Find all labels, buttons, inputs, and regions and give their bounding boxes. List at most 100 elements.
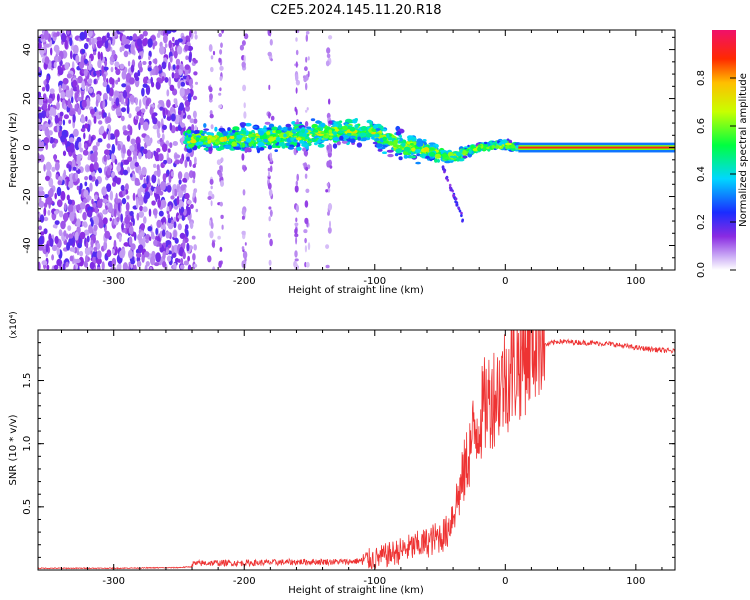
noise-blob (194, 156, 197, 164)
noise-blob (143, 177, 146, 185)
noise-blob (87, 78, 93, 85)
noise-blob (270, 58, 273, 62)
noise-blob (97, 138, 103, 143)
noise-blob (138, 55, 142, 60)
signal-blob (272, 130, 277, 134)
noise-blob (192, 95, 198, 101)
noise-blob (123, 159, 130, 165)
noise-blob (88, 134, 92, 144)
noise-blob (161, 76, 165, 82)
noise-blob (111, 257, 117, 267)
noise-blob (184, 192, 190, 200)
noise-blob (211, 241, 216, 248)
noise-blob (142, 30, 148, 37)
signal-blob (218, 132, 223, 138)
noise-blob (304, 245, 307, 253)
signal-blob (399, 137, 403, 142)
noise-blob (129, 210, 134, 217)
noise-blob (125, 202, 130, 212)
signal-blob (395, 148, 403, 154)
noise-blob (122, 89, 128, 99)
noise-blob (104, 149, 110, 156)
noise-blob (64, 202, 67, 211)
signal-blob (267, 137, 275, 142)
noise-blob (154, 151, 159, 162)
noise-blob (51, 254, 54, 261)
noise-blob (139, 205, 144, 212)
noise-blob (153, 66, 156, 76)
noise-blob (53, 44, 60, 53)
noise-blob (172, 141, 178, 146)
noise-blob (144, 191, 151, 200)
noise-blob (241, 153, 245, 161)
noise-blob (156, 219, 162, 228)
noise-blob (166, 206, 170, 212)
noise-blob (85, 85, 89, 92)
noise-blob (156, 148, 161, 153)
noise-blob (84, 181, 88, 187)
noise-blob (45, 175, 50, 181)
noise-blob (180, 137, 184, 145)
noise-blob (146, 139, 152, 147)
noise-blob (102, 132, 107, 140)
noise-blob (70, 87, 74, 98)
noise-blob (184, 44, 189, 52)
noise-blob (155, 81, 161, 90)
noise-blob (54, 114, 59, 124)
noise-blob (46, 75, 50, 84)
signal-blob (332, 143, 338, 149)
signal-blob (462, 155, 468, 159)
noise-blob (38, 97, 44, 106)
noise-blob (158, 210, 164, 217)
noise-blob (86, 235, 90, 243)
noise-blob (296, 173, 300, 182)
signal-blob (382, 151, 387, 154)
snr-y-multiplier: (x10⁴) (9, 311, 19, 338)
noise-blob (148, 55, 151, 61)
noise-blob (295, 87, 298, 94)
noise-blob (103, 154, 107, 162)
signal-blob (320, 122, 326, 128)
noise-blob (207, 255, 212, 263)
noise-blob (325, 244, 330, 250)
noise-blob (152, 208, 158, 216)
signal-blob (338, 124, 342, 129)
signal-blob (422, 139, 427, 142)
noise-blob (74, 258, 81, 264)
signal-blob (287, 146, 295, 150)
noise-blob (165, 249, 170, 254)
y-tick-label: 1.5 (22, 373, 33, 389)
noise-blob (149, 191, 153, 196)
noise-blob (102, 66, 109, 71)
noise-blob (244, 242, 247, 246)
noise-blob (152, 43, 155, 50)
noise-blob (67, 98, 71, 108)
noise-blob (111, 78, 115, 85)
noise-blob (66, 176, 69, 187)
noise-blob (125, 222, 130, 229)
noise-blob (219, 246, 223, 252)
noise-blob (179, 87, 185, 97)
noise-blob (43, 216, 49, 222)
noise-blob (114, 158, 118, 165)
noise-blob (72, 114, 76, 123)
noise-blob (194, 196, 197, 204)
noise-blob (108, 95, 112, 101)
noise-blob (163, 34, 168, 44)
signal-blob (315, 120, 321, 124)
noise-blob (68, 233, 74, 239)
noise-blob (66, 194, 70, 201)
noise-blob (176, 45, 183, 55)
signal-blob (510, 144, 516, 149)
noise-blob (47, 209, 51, 216)
noise-blob (45, 83, 50, 92)
noise-blob (77, 75, 83, 84)
noise-blob (219, 165, 223, 171)
noise-blob (61, 82, 66, 90)
signal-blob (247, 133, 254, 138)
noise-blob (85, 254, 88, 264)
noise-blob (209, 178, 214, 185)
y-tick-label: -20 (22, 188, 33, 204)
noise-blob (54, 235, 59, 245)
noise-blob (102, 92, 108, 102)
